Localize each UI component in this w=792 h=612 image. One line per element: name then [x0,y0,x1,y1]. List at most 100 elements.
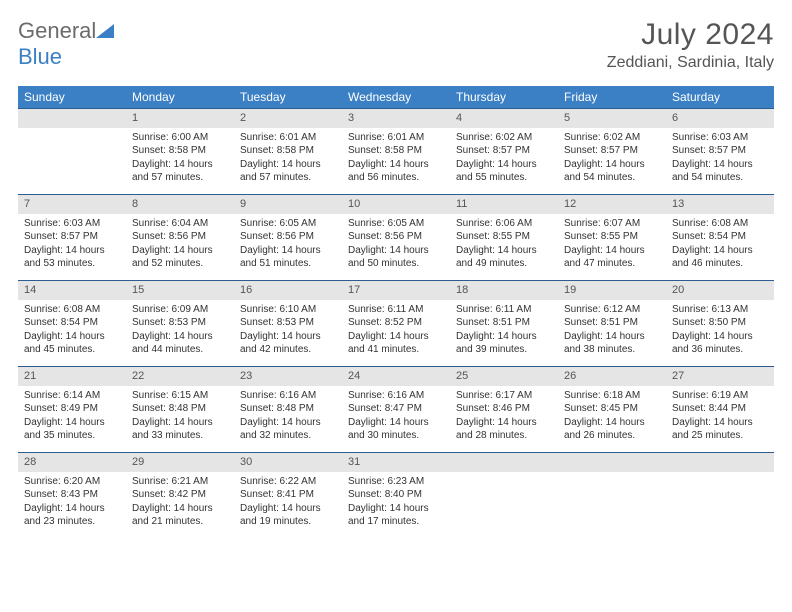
weekday-header: Sunday [18,86,126,108]
location: Zeddiani, Sardinia, Italy [607,54,774,72]
day-number: 24 [342,366,450,386]
day-number: 2 [234,108,342,128]
sunrise-text: Sunrise: 6:07 AM [564,217,660,231]
calendar-day-cell: 28Sunrise: 6:20 AMSunset: 8:43 PMDayligh… [18,452,126,538]
calendar-day-cell: 4Sunrise: 6:02 AMSunset: 8:57 PMDaylight… [450,108,558,194]
day-number: 20 [666,280,774,300]
daylight-text: Daylight: 14 hours and 56 minutes. [348,158,444,185]
day-body: Sunrise: 6:10 AMSunset: 8:53 PMDaylight:… [234,300,342,361]
sunrise-text: Sunrise: 6:19 AM [672,389,768,403]
calendar-day-cell: 18Sunrise: 6:11 AMSunset: 8:51 PMDayligh… [450,280,558,366]
daylight-text: Daylight: 14 hours and 42 minutes. [240,330,336,357]
sunrise-text: Sunrise: 6:01 AM [348,131,444,145]
daylight-text: Daylight: 14 hours and 54 minutes. [672,158,768,185]
daylight-text: Daylight: 14 hours and 23 minutes. [24,502,120,529]
day-number: 8 [126,194,234,214]
daylight-text: Daylight: 14 hours and 19 minutes. [240,502,336,529]
day-body: Sunrise: 6:13 AMSunset: 8:50 PMDaylight:… [666,300,774,361]
day-number: 12 [558,194,666,214]
weekday-header: Tuesday [234,86,342,108]
calendar-day-cell: 17Sunrise: 6:11 AMSunset: 8:52 PMDayligh… [342,280,450,366]
calendar-day-cell: 12Sunrise: 6:07 AMSunset: 8:55 PMDayligh… [558,194,666,280]
calendar-day-cell [666,452,774,538]
calendar-day-cell: 30Sunrise: 6:22 AMSunset: 8:41 PMDayligh… [234,452,342,538]
calendar-week-row: 21Sunrise: 6:14 AMSunset: 8:49 PMDayligh… [18,366,774,452]
sunrise-text: Sunrise: 6:17 AM [456,389,552,403]
day-number: 18 [450,280,558,300]
sunrise-text: Sunrise: 6:06 AM [456,217,552,231]
sunrise-text: Sunrise: 6:23 AM [348,475,444,489]
sunrise-text: Sunrise: 6:13 AM [672,303,768,317]
daylight-text: Daylight: 14 hours and 32 minutes. [240,416,336,443]
daylight-text: Daylight: 14 hours and 49 minutes. [456,244,552,271]
calendar-day-cell: 24Sunrise: 6:16 AMSunset: 8:47 PMDayligh… [342,366,450,452]
sunset-text: Sunset: 8:55 PM [456,230,552,244]
daylight-text: Daylight: 14 hours and 50 minutes. [348,244,444,271]
sunrise-text: Sunrise: 6:03 AM [24,217,120,231]
header: General Blue July 2024 Zeddiani, Sardini… [18,18,774,72]
sunset-text: Sunset: 8:58 PM [132,144,228,158]
calendar-day-cell: 19Sunrise: 6:12 AMSunset: 8:51 PMDayligh… [558,280,666,366]
calendar-week-row: 28Sunrise: 6:20 AMSunset: 8:43 PMDayligh… [18,452,774,538]
sunrise-text: Sunrise: 6:16 AM [348,389,444,403]
day-body: Sunrise: 6:01 AMSunset: 8:58 PMDaylight:… [234,128,342,189]
day-number: 28 [18,452,126,472]
sunrise-text: Sunrise: 6:05 AM [348,217,444,231]
calendar-day-cell: 14Sunrise: 6:08 AMSunset: 8:54 PMDayligh… [18,280,126,366]
daylight-text: Daylight: 14 hours and 45 minutes. [24,330,120,357]
sunset-text: Sunset: 8:40 PM [348,488,444,502]
day-body: Sunrise: 6:08 AMSunset: 8:54 PMDaylight:… [666,214,774,275]
daylight-text: Daylight: 14 hours and 57 minutes. [132,158,228,185]
sunset-text: Sunset: 8:45 PM [564,402,660,416]
day-number: 15 [126,280,234,300]
calendar-day-cell: 27Sunrise: 6:19 AMSunset: 8:44 PMDayligh… [666,366,774,452]
day-body: Sunrise: 6:05 AMSunset: 8:56 PMDaylight:… [342,214,450,275]
calendar-day-cell: 7Sunrise: 6:03 AMSunset: 8:57 PMDaylight… [18,194,126,280]
weekday-header: Friday [558,86,666,108]
calendar-day-cell: 20Sunrise: 6:13 AMSunset: 8:50 PMDayligh… [666,280,774,366]
sunrise-text: Sunrise: 6:18 AM [564,389,660,403]
calendar-day-cell: 13Sunrise: 6:08 AMSunset: 8:54 PMDayligh… [666,194,774,280]
day-number: 10 [342,194,450,214]
sunset-text: Sunset: 8:57 PM [24,230,120,244]
sunset-text: Sunset: 8:56 PM [132,230,228,244]
calendar-day-cell [558,452,666,538]
sunset-text: Sunset: 8:51 PM [564,316,660,330]
logo-text-blue: Blue [18,44,62,69]
day-body: Sunrise: 6:00 AMSunset: 8:58 PMDaylight:… [126,128,234,189]
day-body: Sunrise: 6:18 AMSunset: 8:45 PMDaylight:… [558,386,666,447]
sunset-text: Sunset: 8:51 PM [456,316,552,330]
weekday-header: Wednesday [342,86,450,108]
calendar-day-cell: 21Sunrise: 6:14 AMSunset: 8:49 PMDayligh… [18,366,126,452]
calendar-day-cell: 31Sunrise: 6:23 AMSunset: 8:40 PMDayligh… [342,452,450,538]
calendar-table: Sunday Monday Tuesday Wednesday Thursday… [18,86,774,538]
sunrise-text: Sunrise: 6:22 AM [240,475,336,489]
day-body: Sunrise: 6:22 AMSunset: 8:41 PMDaylight:… [234,472,342,533]
calendar-day-cell: 10Sunrise: 6:05 AMSunset: 8:56 PMDayligh… [342,194,450,280]
day-body: Sunrise: 6:03 AMSunset: 8:57 PMDaylight:… [666,128,774,189]
sunset-text: Sunset: 8:57 PM [456,144,552,158]
sunrise-text: Sunrise: 6:04 AM [132,217,228,231]
sunset-text: Sunset: 8:42 PM [132,488,228,502]
day-number: 23 [234,366,342,386]
daylight-text: Daylight: 14 hours and 26 minutes. [564,416,660,443]
sunrise-text: Sunrise: 6:11 AM [348,303,444,317]
sunset-text: Sunset: 8:53 PM [132,316,228,330]
calendar-day-cell: 5Sunrise: 6:02 AMSunset: 8:57 PMDaylight… [558,108,666,194]
sunrise-text: Sunrise: 6:15 AM [132,389,228,403]
logo: General Blue [18,18,114,70]
sunset-text: Sunset: 8:58 PM [348,144,444,158]
sunset-text: Sunset: 8:55 PM [564,230,660,244]
sunrise-text: Sunrise: 6:14 AM [24,389,120,403]
day-body: Sunrise: 6:11 AMSunset: 8:52 PMDaylight:… [342,300,450,361]
daylight-text: Daylight: 14 hours and 54 minutes. [564,158,660,185]
day-number: 27 [666,366,774,386]
calendar-day-cell: 11Sunrise: 6:06 AMSunset: 8:55 PMDayligh… [450,194,558,280]
day-body: Sunrise: 6:21 AMSunset: 8:42 PMDaylight:… [126,472,234,533]
daylight-text: Daylight: 14 hours and 41 minutes. [348,330,444,357]
sunset-text: Sunset: 8:57 PM [564,144,660,158]
calendar-week-row: 14Sunrise: 6:08 AMSunset: 8:54 PMDayligh… [18,280,774,366]
day-body: Sunrise: 6:12 AMSunset: 8:51 PMDaylight:… [558,300,666,361]
sunrise-text: Sunrise: 6:09 AM [132,303,228,317]
day-body: Sunrise: 6:06 AMSunset: 8:55 PMDaylight:… [450,214,558,275]
